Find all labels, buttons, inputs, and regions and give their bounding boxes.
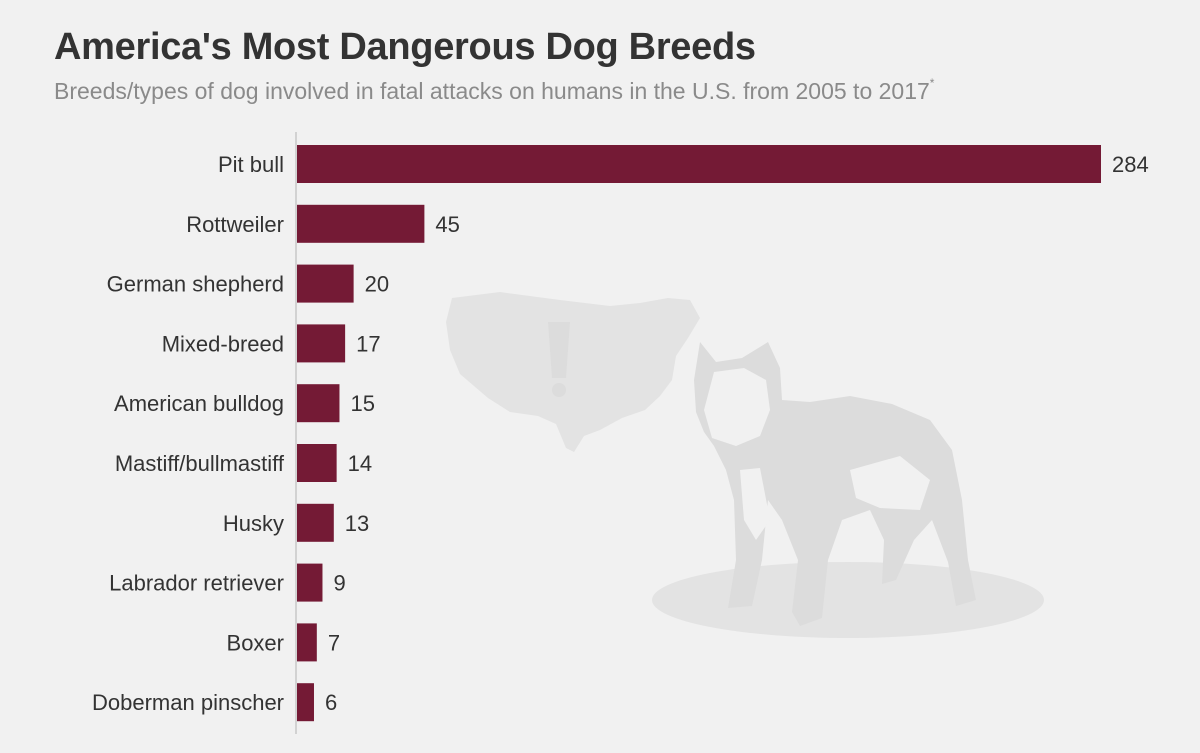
value-label-boxer: 7: [328, 630, 340, 655]
bar-mastiff-bullmastiff: [297, 444, 337, 482]
bar-american-bulldog: [297, 384, 340, 423]
value-label-labrador-retriever: 9: [333, 571, 345, 596]
subtitle-text: Breeds/types of dog involved in fatal at…: [54, 78, 930, 104]
bar-mixed-breed: [297, 324, 346, 363]
bar-doberman-pinscher: [297, 683, 314, 722]
ground-shadow: [652, 562, 1044, 638]
subtitle-footnote-marker: *: [929, 76, 935, 90]
chart-subtitle: Breeds/types of dog involved in fatal at…: [54, 76, 935, 105]
category-label-boxer: Boxer: [227, 630, 284, 655]
category-labels-group: Pit bull Rottweiler German shepherd Mixed-b…: [92, 152, 285, 715]
value-label-german-shepherd: 20: [365, 272, 389, 297]
value-label-mastiff-bullmastiff: 14: [348, 451, 372, 476]
value-label-pit-bull: 284: [1112, 152, 1149, 177]
bar-pit-bull: [297, 145, 1101, 183]
category-label-doberman-pinscher: Doberman pinscher: [92, 690, 284, 715]
background-illustration: [446, 292, 1044, 638]
category-label-american-bulldog: American bulldog: [114, 391, 284, 416]
value-label-american-bulldog: 15: [350, 391, 374, 416]
value-labels-group: 284 45 20 17 15 14 13 9 7 6: [325, 152, 1149, 715]
value-label-rottweiler: 45: [435, 212, 459, 237]
chart-title: America's Most Dangerous Dog Breeds: [54, 26, 756, 68]
category-label-rottweiler: Rottweiler: [186, 212, 284, 237]
category-label-german-shepherd: German shepherd: [107, 272, 284, 297]
category-label-husky: Husky: [223, 511, 284, 536]
category-label-mastiff-bullmastiff: Mastiff/bullmastiff: [115, 451, 285, 476]
category-label-pit-bull: Pit bull: [218, 152, 284, 177]
category-label-mixed-breed: Mixed-breed: [162, 331, 284, 356]
bar-rottweiler: [297, 204, 425, 243]
category-label-labrador-retriever: Labrador retriever: [109, 571, 284, 596]
value-label-husky: 13: [345, 511, 369, 536]
value-label-doberman-pinscher: 6: [325, 690, 337, 715]
bars-group: [297, 145, 1101, 722]
bar-husky: [297, 503, 334, 542]
exclamation-icon: [548, 322, 570, 397]
bar-german-shepherd: [297, 264, 354, 303]
usa-map-icon: [446, 292, 700, 452]
bar-boxer: [297, 623, 317, 662]
pit-bull-dog-icon: [694, 342, 976, 626]
bar-labrador-retriever: [297, 563, 323, 602]
value-label-mixed-breed: 17: [356, 331, 380, 356]
